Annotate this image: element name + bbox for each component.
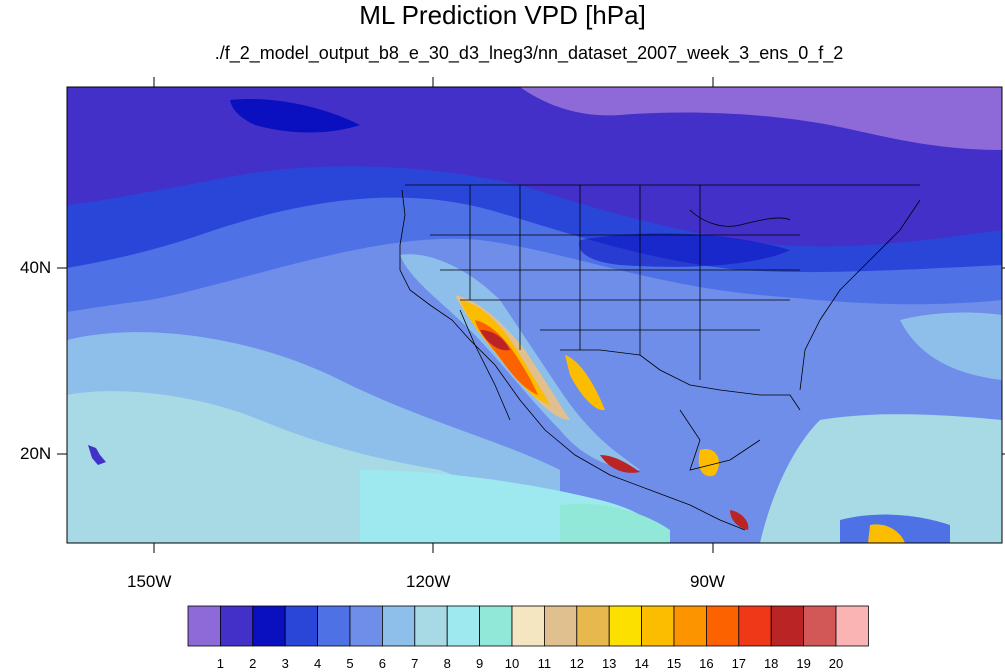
colorbar-label: 16 xyxy=(699,656,714,671)
colorbar-box xyxy=(446,605,481,647)
colorbar-box xyxy=(544,605,578,647)
colorbar-label: 12 xyxy=(569,656,585,671)
colorbar-box xyxy=(381,605,416,647)
colorbar-label: 15 xyxy=(666,656,682,671)
colorbar-label: 8 xyxy=(443,656,451,671)
colorbar-label: 1 xyxy=(216,656,224,671)
colorbar-label: 2 xyxy=(249,656,257,671)
colorbar-label: 19 xyxy=(796,656,811,671)
colorbar-box xyxy=(608,605,643,647)
colorbar-label: 4 xyxy=(313,656,322,671)
lat-label-40n: 40N xyxy=(20,258,52,277)
colorbar-label: 20 xyxy=(828,656,844,671)
colorbar-label: 13 xyxy=(601,656,617,671)
colorbar-box xyxy=(349,605,383,647)
colorbar-box xyxy=(187,605,221,647)
colorbar-box xyxy=(803,605,837,647)
colorbar-box xyxy=(219,605,254,647)
colorbar-box xyxy=(479,605,513,647)
colorbar-label: 3 xyxy=(281,656,289,671)
colorbar-label: 6 xyxy=(378,656,386,671)
colorbar-box xyxy=(835,605,869,647)
lat-label-20n: 20N xyxy=(20,444,52,463)
lon-label-90w: 90W xyxy=(690,572,725,591)
colorbar-label: 9 xyxy=(475,656,484,671)
colorbar-box xyxy=(673,605,707,647)
colorbar-box xyxy=(706,605,740,647)
colorbar-label: 17 xyxy=(731,656,747,671)
boundaries xyxy=(399,184,921,531)
lon-label-120w: 120W xyxy=(406,572,451,591)
map-frame xyxy=(66,86,1003,544)
colorbar-label: 14 xyxy=(634,656,649,671)
axis-ticks xyxy=(57,77,1005,553)
colorbar-box xyxy=(738,605,772,647)
colorbar-box xyxy=(770,605,805,647)
colorbar-label: 7 xyxy=(411,656,419,671)
colorbar-box xyxy=(284,605,319,647)
colorbar-label: 5 xyxy=(346,656,354,671)
colorbar-box xyxy=(641,605,675,647)
vpd-field xyxy=(67,87,1002,543)
colorbar-box xyxy=(252,605,286,647)
colorbar-box xyxy=(317,605,351,647)
colorbar-label: 18 xyxy=(763,656,779,671)
colorbar-label: 11 xyxy=(537,656,552,671)
map-title: ML Prediction VPD [hPa] xyxy=(359,0,646,30)
colorbar-box xyxy=(576,605,610,647)
colorbar-label: 10 xyxy=(504,656,520,671)
colorbar-box xyxy=(414,605,448,647)
colorbar-box xyxy=(511,605,545,647)
lon-label-150w: 150W xyxy=(127,572,172,591)
map-subtitle: ./f_2_model_output_b8_e_30_d3_lneg3/nn_d… xyxy=(214,43,844,63)
colorbar xyxy=(187,605,869,647)
